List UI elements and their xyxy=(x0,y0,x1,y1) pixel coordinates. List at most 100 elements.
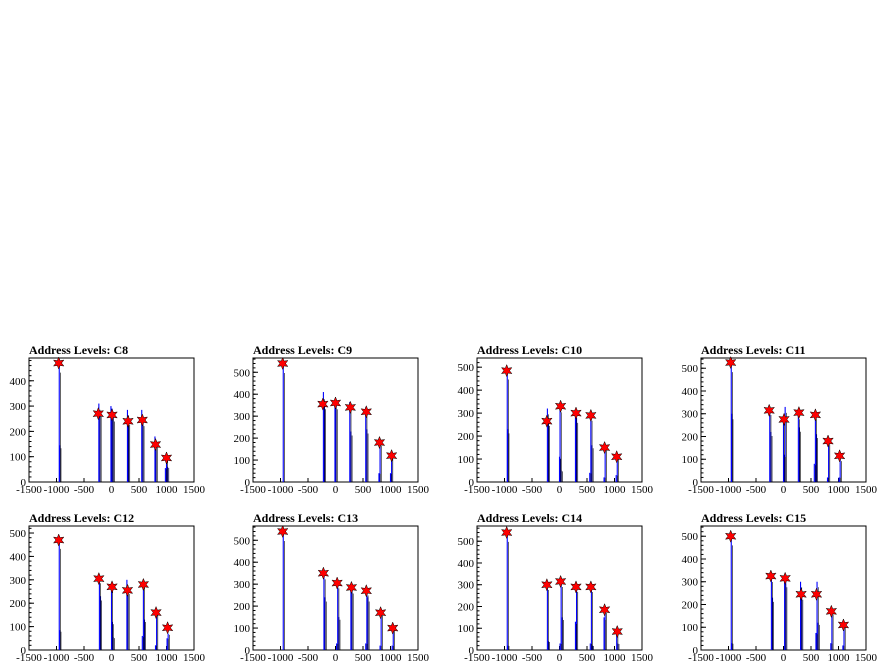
y-tick-label: 500 xyxy=(458,362,475,374)
x-tick-label: -1000 xyxy=(716,484,742,496)
x-tick-label: 500 xyxy=(131,652,148,664)
peak-marker xyxy=(611,624,624,639)
y-tick-label: 200 xyxy=(458,431,475,443)
peak-marker xyxy=(833,449,846,463)
chart-svg: Address Levels: C10 0 100 200 300 400 500 -1500… xyxy=(458,343,654,496)
chart-title: Address Levels: C12 xyxy=(29,511,134,525)
x-tick-label: -500 xyxy=(522,652,543,664)
y-tick-label: 0 xyxy=(245,477,251,489)
peak-marker xyxy=(837,618,850,632)
x-tick-label: -1500 xyxy=(464,652,490,664)
y-tick-label: 200 xyxy=(234,601,251,613)
peak-marker xyxy=(825,604,838,619)
chart-title: Address Levels: C8 xyxy=(29,343,128,357)
chart-svg: Address Levels: C14 0 100 200 300 400 500 -1500… xyxy=(458,511,654,664)
y-tick-label: 300 xyxy=(682,409,699,421)
chart-panel: Address Levels: C8 0 100 200 300 400 -1500 -100… xyxy=(0,336,224,504)
y-tick-label: 100 xyxy=(458,623,475,635)
x-tick-label: 1500 xyxy=(183,484,206,496)
x-tick-label: 1500 xyxy=(631,652,654,664)
chart-svg: Address Levels: C11 0 100 200 300 400 500 -1500… xyxy=(682,343,878,496)
y-tick-label: 300 xyxy=(682,577,699,589)
x-tick-label: 0 xyxy=(557,652,563,664)
peak-marker xyxy=(136,413,149,427)
x-tick-label: 1000 xyxy=(380,652,403,664)
x-tick-label: -1000 xyxy=(44,652,70,664)
peak-marker xyxy=(500,525,513,540)
y-tick-label: 300 xyxy=(234,411,251,423)
peak-marker xyxy=(331,576,343,590)
peak-marker xyxy=(360,405,373,419)
y-tick-label: 500 xyxy=(458,536,475,548)
chart-title: Address Levels: C11 xyxy=(701,343,805,357)
peak-marker xyxy=(385,448,398,463)
peak-marker xyxy=(121,583,134,598)
x-tick-label: 0 xyxy=(557,484,563,496)
peak-marker xyxy=(763,403,775,418)
peak-marker xyxy=(795,587,807,601)
chart-title: Address Levels: C15 xyxy=(701,511,806,525)
x-tick-label: -1500 xyxy=(240,484,266,496)
y-tick-label: 300 xyxy=(10,401,27,413)
peak-marker xyxy=(724,529,737,543)
y-tick-label: 500 xyxy=(234,535,251,547)
x-tick-label: -1000 xyxy=(268,652,294,664)
y-tick-label: 0 xyxy=(245,645,251,657)
peak-marker xyxy=(317,566,330,580)
x-tick-label: 0 xyxy=(109,484,115,496)
chart-panel: Address Levels: C15 0 100 200 300 400 500 -1500… xyxy=(672,504,896,672)
y-tick-label: 200 xyxy=(682,599,699,611)
y-tick-label: 0 xyxy=(693,477,699,489)
x-tick-label: 1500 xyxy=(183,652,206,664)
peak-marker xyxy=(345,580,358,595)
x-tick-label: -500 xyxy=(74,484,95,496)
x-tick-label: -500 xyxy=(74,652,95,664)
y-tick-label: 300 xyxy=(458,408,475,420)
peak-marker xyxy=(585,580,597,594)
x-tick-label: 500 xyxy=(355,484,372,496)
peak-marker xyxy=(610,450,623,464)
x-tick-label: 0 xyxy=(109,652,115,664)
chart-title: Address Levels: C14 xyxy=(477,511,582,525)
peak-marker xyxy=(150,605,162,620)
peak-marker xyxy=(793,405,805,420)
peak-marker xyxy=(541,414,553,428)
y-tick-label: 0 xyxy=(21,645,27,657)
x-tick-label: -1000 xyxy=(492,484,518,496)
peak-marker xyxy=(500,363,513,378)
chart-panel: Address Levels: C13 0 100 200 300 400 500 -1500… xyxy=(224,504,448,672)
x-tick-label: 0 xyxy=(781,484,787,496)
peak-marker xyxy=(360,584,373,598)
chart-svg: Address Levels: C13 0 100 200 300 400 500 -1500… xyxy=(234,511,430,664)
x-tick-label: 1500 xyxy=(407,652,430,664)
chart-title: Address Levels: C10 xyxy=(477,343,582,357)
peak-marker xyxy=(724,355,737,370)
chart-title: Address Levels: C13 xyxy=(253,511,358,525)
chart-panel: Address Levels: C12 0 100 200 300 400 500 -1500… xyxy=(0,504,224,672)
peak-marker xyxy=(585,408,597,423)
peak-marker xyxy=(810,587,823,601)
y-tick-label: 200 xyxy=(10,426,27,438)
peak-marker xyxy=(276,524,289,539)
x-tick-label: 1000 xyxy=(380,484,403,496)
peak-marker xyxy=(541,578,553,592)
x-tick-label: 1000 xyxy=(156,484,179,496)
x-tick-label: -1500 xyxy=(464,484,490,496)
peak-marker xyxy=(570,406,582,420)
chart-svg: Address Levels: C15 0 100 200 300 400 500 -1500… xyxy=(682,511,878,664)
x-tick-label: 500 xyxy=(579,652,596,664)
chart-svg: Address Levels: C12 0 100 200 300 400 500 -1500… xyxy=(10,511,206,664)
x-tick-label: 500 xyxy=(803,652,820,664)
x-tick-label: 0 xyxy=(781,652,787,664)
y-tick-label: 400 xyxy=(10,551,27,563)
x-tick-label: 1000 xyxy=(828,652,851,664)
peak-marker xyxy=(317,397,329,411)
x-tick-label: 1500 xyxy=(631,484,654,496)
peak-marker xyxy=(554,399,567,413)
chart-panel: Address Levels: C11 0 100 200 300 400 500 -1500… xyxy=(672,336,896,504)
y-tick-label: 500 xyxy=(682,363,699,375)
peak-marker xyxy=(149,437,162,452)
peak-marker xyxy=(106,408,118,422)
peak-marker xyxy=(765,569,777,583)
x-tick-label: -1500 xyxy=(16,652,42,664)
